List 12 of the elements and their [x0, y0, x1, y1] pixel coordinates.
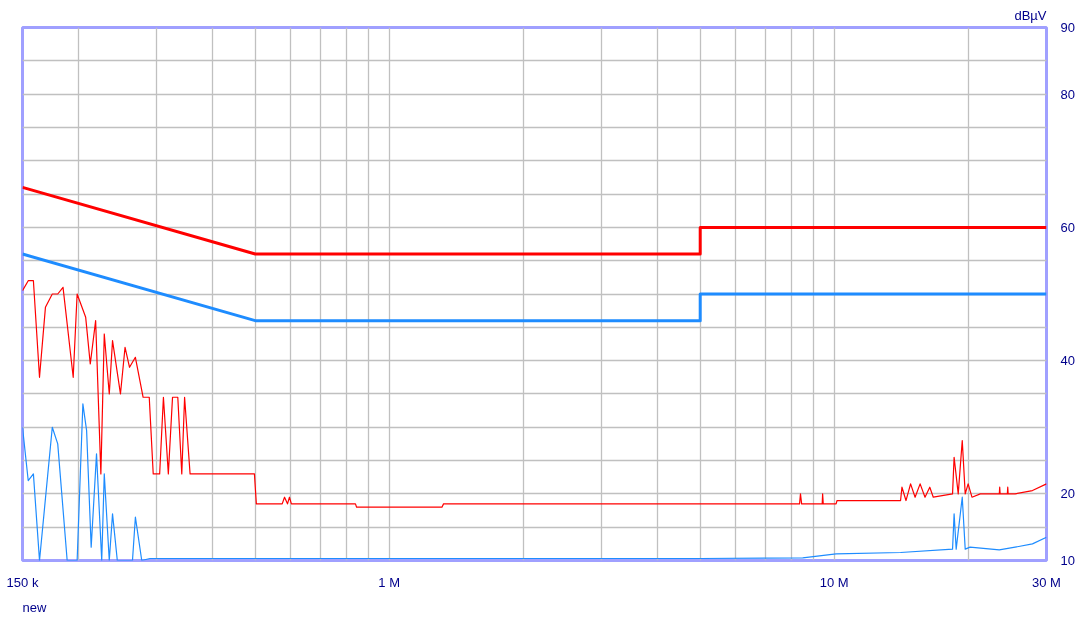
y-tick-label: 10 — [1060, 553, 1075, 568]
y-axis-title: dBµV — [1014, 7, 1047, 23]
x-tick-label: 10 M — [819, 574, 849, 590]
y-tick-label: 40 — [1060, 353, 1075, 369]
x-tick-label: 30 M — [1032, 574, 1061, 590]
x-tick-label: 1 M — [378, 574, 400, 590]
y-tick-label: 60 — [1060, 219, 1075, 235]
y-tick-label: 20 — [1060, 486, 1075, 502]
y-tick-label: 90 — [1060, 20, 1075, 35]
y-tick-label: 80 — [1060, 86, 1075, 102]
text: new — [22, 599, 47, 615]
x-tick-label: 150 k — [6, 574, 39, 590]
